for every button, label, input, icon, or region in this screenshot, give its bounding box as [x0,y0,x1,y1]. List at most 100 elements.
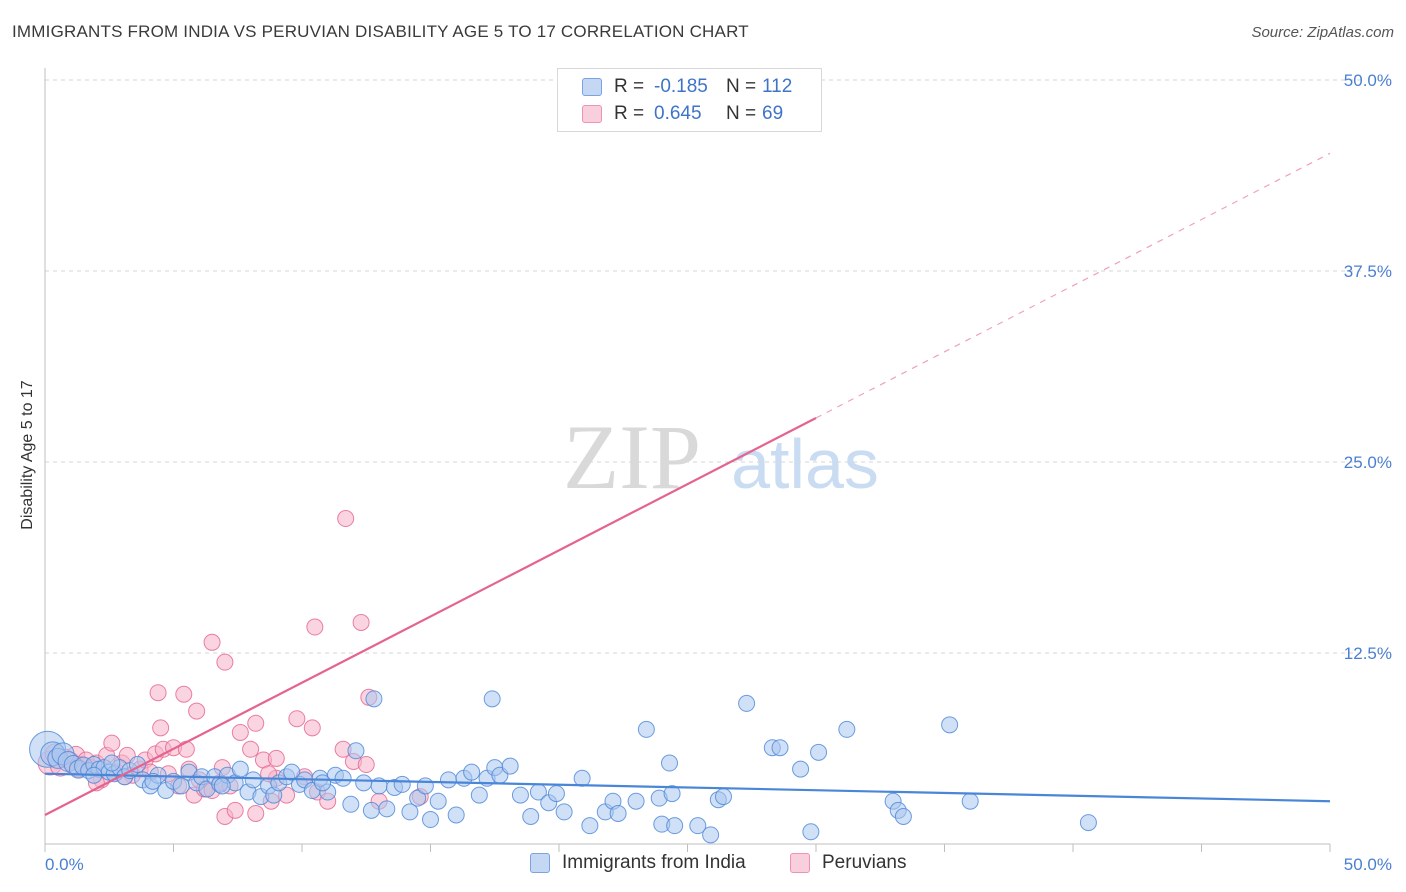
legend-swatch-blue [582,78,602,96]
india-point [810,743,828,761]
peruvian-point [149,684,167,702]
legend-swatch-pink [582,105,602,123]
india-point [244,771,262,789]
legend-r-label: R = [614,76,645,97]
legend-r-value: -0.185 [654,76,708,97]
india-point [894,807,912,825]
peruvian-point [103,734,121,752]
india-point [283,763,301,781]
india-point [463,763,481,781]
y-tick-label: 50.0% [1344,71,1392,90]
peruvian-trend-extension [815,152,1331,419]
source-credit: Source: ZipAtlas.com [1251,24,1394,41]
peruvian-point [352,613,370,631]
india-point [213,777,231,795]
legend-r-label: R = [614,103,645,124]
india-point [447,806,465,824]
india-point [1079,814,1097,832]
india-point [738,694,756,712]
watermark: ZIP atlas [563,406,879,508]
peruvian-point [288,710,306,728]
india-point [663,785,681,803]
legend-n-label: N = [726,103,757,124]
india-point [231,760,249,778]
peruvian-point [247,804,265,822]
india-point [409,789,427,807]
india-point [511,786,529,804]
legend-swatch-peruvians [790,853,810,873]
y-tick-label: 25.0% [1344,453,1392,472]
india-point [422,811,439,829]
india-point [501,757,519,775]
india-point [961,792,979,810]
india-point [362,801,380,819]
watermark-zip: ZIP [563,406,701,508]
legend-item-peruvians: Peruvians [790,852,907,874]
peruvian-trend-line [44,417,817,816]
india-point [838,720,856,738]
peruvian-point [231,723,249,741]
legend-r-value: 0.645 [654,103,702,124]
peruvian-point [337,510,355,528]
legend-n-value: 69 [762,103,784,124]
peruvian-point [188,702,206,720]
india-point [103,754,121,772]
legend-n-value: 112 [762,76,793,97]
peruvian-point [242,740,260,758]
india-point [416,777,434,795]
axes [44,68,1331,852]
india-point [547,785,565,803]
stats-legend: R = -0.185 N = 112 R = 0.645 N = 69 [557,68,822,132]
india-point [144,772,162,790]
india-point [470,786,488,804]
india-point [429,792,447,810]
x-tick-label: 0.0% [45,855,84,874]
chart-title: IMMIGRANTS FROM INDIA VS PERUVIAN DISABI… [12,22,749,41]
india-point [314,774,332,792]
legend-label-india: Immigrants from India [562,852,746,873]
y-tick-label: 12.5% [1344,644,1392,663]
peruvian-point [226,801,244,819]
india-point [555,803,573,821]
legend-swatch-india [530,853,550,873]
peruvian-point [203,633,221,651]
india-point [627,792,645,810]
india-point [802,823,820,841]
india-point [393,775,411,793]
india-point [401,803,419,821]
india-point [334,769,352,787]
peruvian-point [247,714,265,732]
india-point [661,754,679,772]
peruvian-point [152,719,170,737]
india-point [666,817,684,835]
india-point [483,690,501,708]
india-point [522,807,540,825]
legend-item-india: Immigrants from India [530,852,746,874]
india-point [581,817,599,835]
india-point [771,739,789,757]
india-point [609,804,627,822]
india-trend-line [44,772,1331,803]
india-point [689,817,707,835]
series-legend: Immigrants from India Peruvians [0,852,1406,876]
peruvian-point [177,740,195,758]
x-tick-label: 50.0% [1344,855,1392,874]
india-point [342,795,360,813]
india-point [573,769,591,787]
peruvian-point [175,685,193,703]
peruvian-point [303,719,321,737]
peruvian-point [357,756,375,774]
peruvian-point [306,618,324,636]
legend-row-blue: R = -0.185 N = 112 [582,74,792,100]
india-point [637,720,655,738]
india-point [714,788,732,806]
legend-label-peruvians: Peruvians [822,852,907,873]
india-point [378,800,396,818]
india-point [941,716,959,734]
grid [45,79,1365,654]
tick-labels: 12.5% 25.0% 37.5% 50.0% 0.0% 50.0% [45,71,1392,874]
india-point [355,774,373,792]
india-point [702,826,720,844]
watermark-atlas: atlas [731,425,879,503]
